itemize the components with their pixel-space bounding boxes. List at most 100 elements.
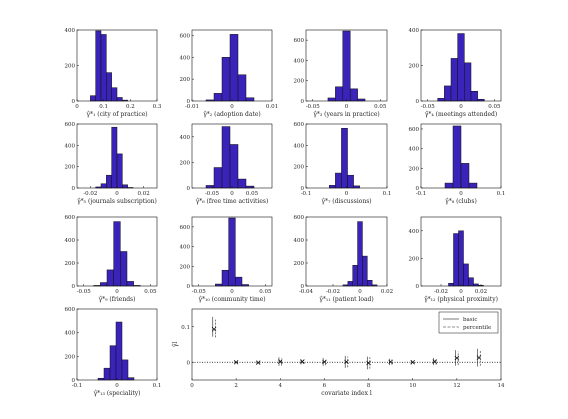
y-tick-label: 0 bbox=[301, 99, 305, 105]
y-tick-label: 400 bbox=[409, 147, 420, 153]
x-axis-label: covariate index l bbox=[321, 390, 372, 397]
histogram-bar bbox=[100, 34, 107, 102]
y-tick-label: 0 bbox=[72, 99, 76, 105]
point-marker bbox=[211, 326, 217, 332]
x-axis-label: γ̂*₁ (city of practice) bbox=[86, 111, 147, 118]
point-marker bbox=[322, 359, 327, 365]
x-tick-label: 4 bbox=[279, 383, 283, 389]
x-tick-label: -0.01 bbox=[185, 104, 199, 110]
y-tick-label: 0 bbox=[416, 186, 420, 192]
y-tick-label: 400 bbox=[65, 28, 76, 34]
x-tick-label: 0 bbox=[115, 289, 119, 295]
y-tick-label: 600 bbox=[294, 122, 305, 128]
x-tick-label: 0.02 bbox=[138, 191, 150, 197]
histogram-bar bbox=[120, 251, 128, 287]
legend: basic percentile bbox=[438, 311, 499, 334]
x-tick-label: 0.02 bbox=[475, 289, 487, 295]
x-tick-label: 0 bbox=[75, 104, 79, 110]
histogram-bar bbox=[116, 153, 123, 189]
y-tick-label: 0 bbox=[187, 99, 191, 105]
histogram-bar bbox=[335, 86, 344, 102]
y-tick-label: 0 bbox=[416, 284, 420, 290]
y-tick-label: 200 bbox=[65, 165, 76, 171]
histogram-bar bbox=[106, 269, 114, 287]
histogram-bar bbox=[122, 184, 128, 189]
x-tick-label: 0 bbox=[459, 289, 463, 295]
x-tick-label: -0.1 bbox=[301, 191, 312, 197]
x-axis-label: γ̂*₃ (years in practice) bbox=[313, 111, 380, 118]
x-tick-label: 8 bbox=[367, 383, 371, 389]
histogram-bar bbox=[457, 33, 465, 102]
y-tick-label: 200 bbox=[294, 165, 305, 171]
x-tick-label: 0.05 bbox=[374, 104, 387, 110]
x-tick-label: 0.02 bbox=[381, 289, 393, 295]
histogram-bar bbox=[106, 174, 112, 189]
x-tick-label: -0.05 bbox=[77, 289, 92, 295]
histogram-bar bbox=[111, 87, 118, 102]
x-tick-label: -0.1 bbox=[416, 191, 427, 197]
x-tick-label: -0.02 bbox=[326, 289, 340, 295]
histogram-bar bbox=[473, 283, 479, 287]
y-tick-label: 600 bbox=[294, 215, 305, 221]
histogram-bar bbox=[341, 128, 348, 189]
y-tick-label: 400 bbox=[65, 331, 76, 337]
y-tick-label: 200 bbox=[409, 64, 420, 70]
legend-basic-label: basic bbox=[463, 317, 477, 323]
histogram-bar bbox=[213, 167, 223, 189]
histogram-bar bbox=[452, 125, 462, 189]
x-tick-label: -0.02 bbox=[434, 289, 448, 295]
y-tick-label: 600 bbox=[180, 225, 191, 231]
y-tick-label: 600 bbox=[65, 215, 76, 221]
histogram-bar bbox=[103, 367, 111, 381]
y-tick-label: 400 bbox=[294, 58, 305, 64]
y-tick-label: 400 bbox=[180, 245, 191, 251]
ci-panel: 0 2 4 6 8 10 12 14 0 0.1 covariate index l γ̂l basic… bbox=[172, 308, 505, 397]
histogram-bar bbox=[460, 163, 470, 189]
histogram-bar bbox=[127, 377, 135, 381]
histogram-bar bbox=[100, 282, 108, 287]
histogram-bar bbox=[329, 185, 336, 189]
x-axis-label: γ̂*₁₀ (community time) bbox=[198, 296, 265, 303]
x-tick-label: 0.05 bbox=[488, 104, 501, 110]
x-tick-label: -0.1 bbox=[72, 383, 83, 389]
x-tick-label: 10 bbox=[409, 383, 416, 389]
histogram-bar bbox=[352, 265, 358, 287]
x-tick-label: 0 bbox=[115, 191, 119, 197]
y-tick-label: 400 bbox=[65, 143, 76, 149]
histogram-bar bbox=[90, 95, 96, 102]
x-axis-label: γ̂*₂ (adoption date) bbox=[203, 111, 261, 118]
y-tick-label: 400 bbox=[409, 229, 420, 235]
x-tick-label: 0 bbox=[345, 104, 349, 110]
legend-percentile-label: percentile bbox=[463, 325, 491, 331]
histogram-bar bbox=[109, 345, 117, 381]
histogram-bar bbox=[347, 281, 353, 287]
x-tick-label: -0.04 bbox=[299, 289, 314, 295]
histogram-bar bbox=[367, 280, 373, 287]
y-tick-label: 0 bbox=[187, 284, 191, 290]
point-marker bbox=[233, 359, 239, 365]
x-axis-label: γ̂*₁₂ (physical proximity) bbox=[424, 296, 498, 303]
x-tick-label: 0 bbox=[459, 104, 463, 110]
x-tick-label: 0.1 bbox=[153, 383, 162, 389]
y-tick-label: 200 bbox=[180, 160, 191, 166]
histogram-bar bbox=[437, 98, 445, 102]
x-tick-label: 0 bbox=[345, 191, 349, 197]
x-tick-label: 0.05 bbox=[144, 289, 157, 295]
y-tick-label: 400 bbox=[65, 238, 76, 244]
histogram-bar bbox=[221, 126, 231, 189]
y-tick-label: 0 bbox=[72, 378, 76, 384]
x-tick-label: 0.05 bbox=[246, 191, 259, 197]
histogram-bar bbox=[111, 126, 118, 189]
y-tick-label: 400 bbox=[180, 135, 191, 141]
x-tick-label: 0 bbox=[459, 191, 463, 197]
point-marker bbox=[388, 359, 393, 365]
y-tick-label: 200 bbox=[180, 264, 191, 270]
histogram-bar bbox=[116, 97, 123, 102]
x-axis-label: γ̂*₁₃ (speciality) bbox=[94, 390, 141, 397]
x-tick-label: 0 bbox=[190, 383, 194, 389]
